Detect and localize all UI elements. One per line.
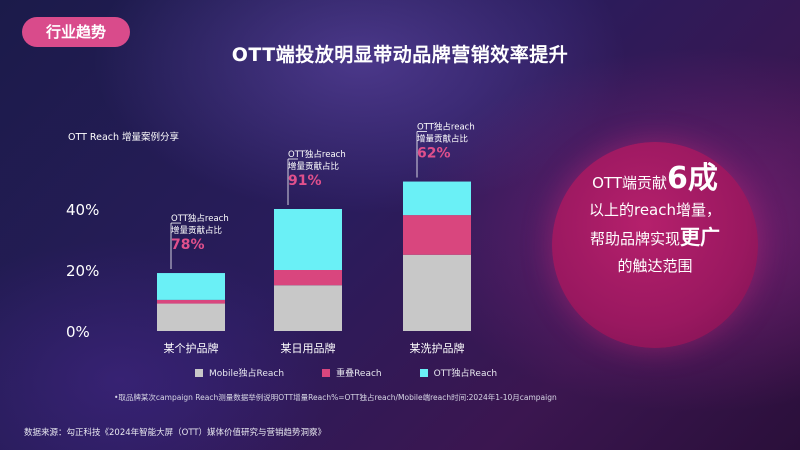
legend-label-ott: OTT独占Reach: [433, 369, 498, 379]
annotation-line1: OTT独占reach: [288, 149, 346, 160]
annotation-value: 78%: [171, 237, 205, 253]
annotation-line2: 增量贡献占比: [171, 225, 222, 236]
legend-item-ott: OTT独占Reach: [419, 366, 498, 379]
bar-segment: [157, 273, 225, 300]
callout-line2: 以上的reach增量，: [588, 201, 721, 219]
bar-segment: [403, 215, 471, 255]
section-tag: 行业趋势: [22, 17, 130, 47]
callout-line4: 的触达范围: [617, 257, 693, 275]
bar-segment: [403, 181, 471, 216]
footnote: •取品牌某次campaign Reach测量数据举例说明OTT增量Reach%=…: [114, 393, 557, 402]
bar-segment: [274, 270, 342, 286]
callout-text: OTT端贡献6成 以上的reach增量， 帮助品牌实现更广 的触达范围: [552, 164, 758, 280]
bar-segment: [274, 285, 342, 331]
bar-segment: [157, 299, 225, 304]
annotation-line2: 增量贡献占比: [288, 161, 339, 172]
legend-label-overlap: 重叠Reach: [336, 369, 382, 379]
page-title: OTT端投放明显带动品牌营销效率提升: [231, 44, 569, 66]
callout-circle: [552, 142, 758, 348]
annotation-line2: 增量贡献占比: [417, 134, 468, 145]
legend-label-mobile: Mobile独占Reach: [209, 369, 285, 379]
legend-swatch-overlap: [322, 368, 331, 377]
annotation-line1: OTT独占reach: [417, 122, 475, 133]
legend-item-overlap: 重叠Reach: [322, 366, 382, 379]
annotation-line1: OTT独占reach: [171, 213, 229, 224]
legend-swatch-mobile: [195, 368, 203, 377]
chart-subtitle: OTT Reach 增量案例分享: [68, 131, 179, 143]
callout-line3-pre: 帮助品牌实现: [589, 230, 680, 248]
bar-segment: [274, 209, 342, 270]
bar-segment: [157, 303, 225, 331]
y-tick-label: 40%: [66, 201, 99, 219]
callout-line1-pre: OTT端贡献: [592, 174, 667, 192]
x-category-label: 某个护品牌: [164, 341, 219, 355]
callout-line3-big: 更广: [680, 225, 720, 249]
data-source: 数据来源：勾正科技《2024年智能大屏（OTT）媒体价值研究与营销趋势洞察》: [24, 428, 327, 438]
y-tick-label: 20%: [66, 262, 99, 280]
x-category-label: 某日用品牌: [281, 341, 336, 355]
legend-swatch-ott: [419, 368, 428, 377]
chart-legend: Mobile独占Reach 重叠Reach OTT独占Reach: [195, 366, 497, 379]
bar-segment: [403, 254, 471, 331]
x-category-label: 某洗护品牌: [410, 341, 465, 355]
callout-line1-big: 6成: [667, 161, 718, 196]
annotation-value: 91%: [288, 173, 322, 189]
y-tick-label: 0%: [66, 323, 90, 341]
annotation-value: 62%: [417, 146, 451, 162]
legend-item-mobile: Mobile独占Reach: [195, 366, 284, 379]
